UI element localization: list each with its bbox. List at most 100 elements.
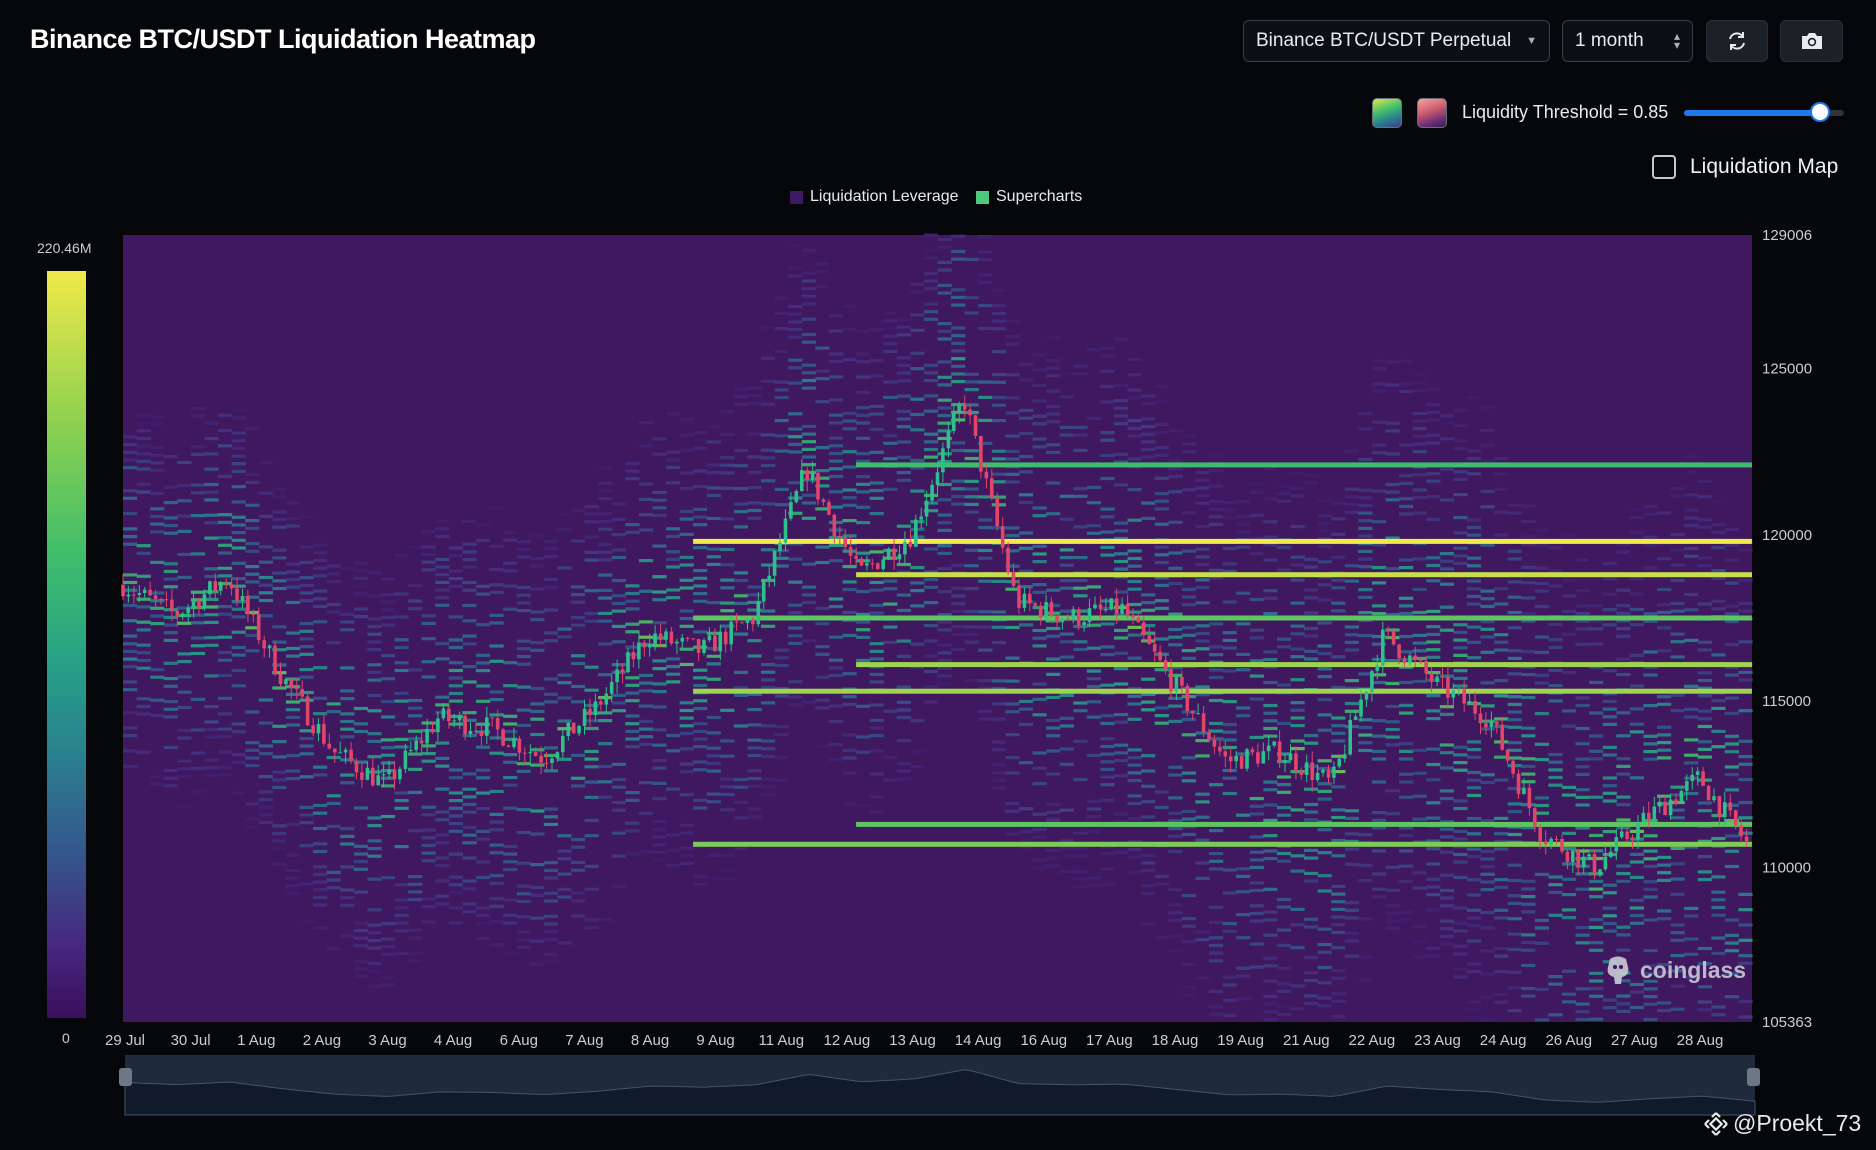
legend-item-supercharts[interactable]: Supercharts [976,188,1082,206]
liquidation-map-checkbox[interactable] [1652,155,1676,179]
liquidation-band [530,587,545,591]
liquidation-band [856,475,871,479]
liquidation-band [1100,385,1115,389]
viridis-palette-swatch[interactable] [1372,98,1402,128]
liquidation-band [1141,869,1156,873]
liquidation-band [1304,611,1319,615]
liquidation-band [136,459,151,463]
liquidation-band [1589,879,1604,883]
liquidation-band [1114,667,1129,671]
liquidation-band [231,531,246,535]
liquidation-band [421,675,436,679]
threshold-slider[interactable] [1684,102,1844,122]
liquidation-band [285,876,301,880]
market-select[interactable]: Binance BTC/USDT Perpetual ▼ [1243,20,1550,62]
liquidation-band [1602,914,1617,918]
liquidation-band [1724,604,1739,608]
screenshot-button[interactable] [1780,20,1843,62]
magma-palette-swatch[interactable] [1417,98,1447,128]
liquidation-band [299,690,314,695]
candle-body [1125,603,1130,617]
liquidation-band [1711,898,1726,902]
liquidation-band [1249,835,1264,839]
liquidation-band [679,509,694,513]
liquidation-band [801,501,816,505]
liquidation-band [313,803,328,808]
liquidation-band [1453,768,1468,772]
liquidation-band [856,490,871,494]
liquidation-band [1114,628,1129,632]
liquidation-band [557,941,572,945]
liquidation-band [1263,849,1278,853]
liquidation-band [1534,811,1549,815]
liquidation-band [1032,835,1047,839]
liquidation-band [828,758,844,762]
liquidation-band [1466,587,1482,591]
x-tick-label: 19 Aug [1217,1032,1264,1049]
candle-body [876,563,880,569]
liquidation-band [1657,909,1672,913]
candle-body [425,729,429,744]
range-navigator[interactable] [119,1055,1760,1116]
liquidation-band [652,452,667,456]
liquidation-band [1507,863,1522,867]
liquidation-band [258,461,273,465]
candle-body [246,596,250,615]
liquidation-band [1209,507,1224,511]
liquidation-band [489,713,504,717]
liquidation-band [543,547,558,551]
liquidation-band [1168,849,1183,854]
liquidation-band [1643,665,1658,669]
liquidation-band [421,805,436,809]
liquidation-band [1602,1006,1617,1010]
threshold-slider-thumb[interactable] [1810,102,1830,122]
liquidation-band [801,302,816,306]
liquidation-band [679,555,694,559]
time-range-select[interactable]: 1 month ▴ ▾ [1562,20,1693,62]
liquidation-band [123,443,138,447]
liquidation-band [1589,627,1604,631]
liquidation-band [1086,715,1101,719]
liquidation-band [1276,966,1292,970]
candle-body [180,613,185,617]
liquidation-band [150,507,165,511]
liquidation-band [231,439,246,443]
liquidation-band [666,481,681,485]
liquidation-band [978,679,993,683]
liquidation-band [190,552,206,556]
refresh-button[interactable] [1706,20,1768,62]
liquidation-band [258,798,273,802]
liquidation-band [1629,906,1644,910]
liquidation-band [1290,525,1305,529]
candle-body [1516,773,1521,795]
candle-body [593,701,598,715]
liquidation-band [380,937,396,941]
liquidation-band [503,806,518,810]
liquidation-band [679,862,694,866]
liquidation-band [258,491,273,495]
liquidation-band [1412,656,1427,660]
liquidation-band [299,622,314,626]
liquidation-band [421,905,436,909]
liquidation-band [353,584,368,588]
liquidation-band [720,808,735,812]
liquidation-band [1657,695,1672,699]
liquidation-band [937,283,952,287]
liquidation-band [475,776,491,780]
legend-item-liquidation-leverage[interactable]: Liquidation Leverage [790,188,959,206]
liquidation-band [1127,587,1142,591]
liquidation-band [598,542,613,547]
liquidation-band [937,567,952,571]
liquidation-band [136,444,151,448]
liquidation-band [1263,589,1278,593]
liquidation-band [598,642,613,646]
liquidation-band [448,799,463,803]
liquidation-band [1602,707,1617,711]
liquidation-band [190,445,206,449]
liquidation-band [1263,734,1278,738]
liquidation-band [1018,408,1034,413]
liquidation-band [666,588,681,592]
liquidation-band [706,876,721,880]
candle-body [631,652,636,660]
